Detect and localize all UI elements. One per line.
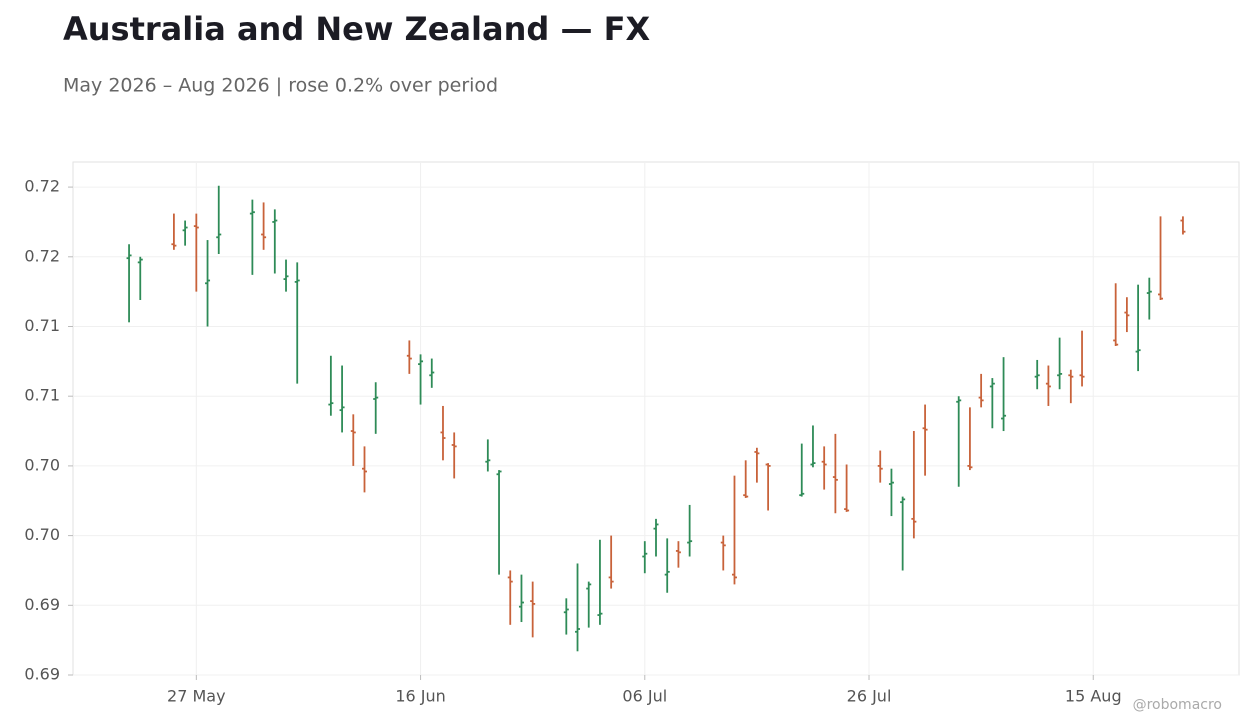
chart-subtitle: May 2026 – Aug 2026 | rose 0.2% over per…	[63, 75, 498, 97]
y-tick-label: 0.70	[24, 525, 60, 544]
x-tick-label: 15 Aug	[1065, 687, 1122, 706]
chart-title: Australia and New Zealand — FX	[63, 10, 650, 48]
x-tick-label: 16 Jun	[395, 687, 445, 706]
x-tick-label: 26 Jul	[847, 687, 892, 706]
x-tick-label: 06 Jul	[622, 687, 667, 706]
y-tick-label: 0.71	[24, 386, 60, 405]
y-tick-label: 0.69	[24, 665, 60, 684]
y-tick-label: 0.72	[24, 246, 60, 265]
y-tick-label: 0.69	[24, 595, 60, 614]
y-tick-label: 0.71	[24, 316, 60, 335]
plot-frame	[72, 161, 1240, 676]
credit: @robomacro	[1133, 697, 1222, 713]
y-tick-label: 0.70	[24, 455, 60, 474]
x-tick-label: 27 May	[167, 687, 226, 706]
y-tick-label: 0.72	[24, 177, 60, 196]
